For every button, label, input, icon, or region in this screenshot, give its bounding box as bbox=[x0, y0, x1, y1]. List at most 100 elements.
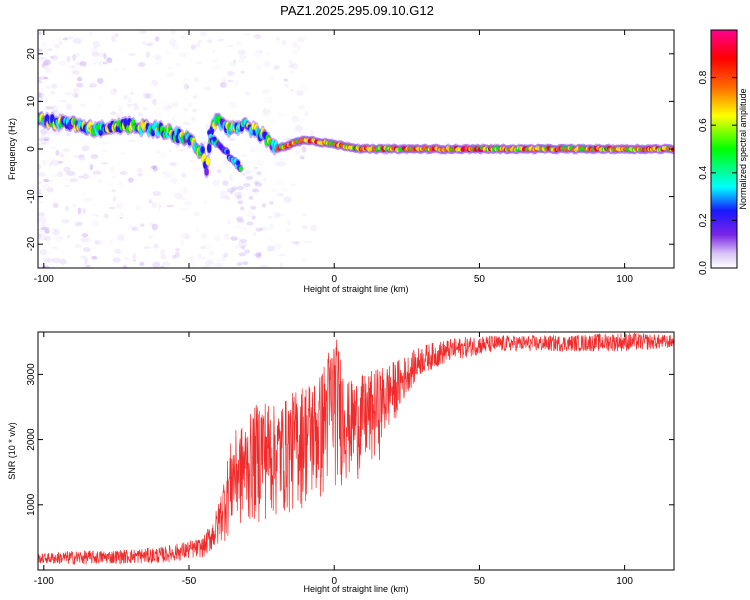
spectrogram-x-tick-label: 0 bbox=[331, 274, 337, 285]
spectrogram-noise-cell bbox=[245, 211, 253, 218]
spectrogram-noise-cell bbox=[200, 141, 208, 145]
spectrogram-noise-cell bbox=[238, 58, 245, 64]
spectrogram-noise-cell bbox=[74, 244, 82, 249]
spectrogram-noise-cell bbox=[226, 44, 234, 48]
spectrogram-noise-cell bbox=[228, 138, 236, 141]
spectrogram-noise-cell bbox=[105, 183, 115, 186]
spectrogram-noise-cell bbox=[222, 180, 229, 187]
spectrogram-noise-cell bbox=[226, 187, 236, 193]
spectrogram-noise-cell bbox=[79, 255, 87, 259]
colorbar-tick-label: 0.0 bbox=[698, 261, 709, 275]
spectrogram-x-axis-label: Height of straight line (km) bbox=[303, 284, 408, 294]
spectrogram-noise-cell bbox=[119, 152, 127, 155]
spectrogram-noise-cell bbox=[217, 38, 225, 42]
spectrogram-noise-cell bbox=[69, 178, 78, 183]
spectrogram-noise-cell bbox=[265, 51, 271, 56]
spectrogram-noise-cell bbox=[264, 96, 273, 103]
spectrogram-noise-cell bbox=[202, 265, 210, 268]
spectrogram-noise-cell bbox=[292, 41, 298, 48]
spectrogram-noise-cell bbox=[47, 242, 51, 245]
spectrogram-noise-cell bbox=[261, 203, 266, 208]
spectrogram-noise-cell bbox=[77, 221, 84, 226]
spectrogram-noise-cell bbox=[228, 190, 234, 194]
spectrogram-noise-cell bbox=[255, 254, 262, 259]
spectrogram-noise-cell bbox=[43, 235, 52, 242]
spectrogram-noise-cell bbox=[302, 225, 308, 229]
spectrogram-noise-cell bbox=[38, 80, 44, 86]
spectrogram-noise-cell bbox=[166, 67, 175, 70]
snr-y-tick-label: 3000 bbox=[26, 363, 37, 386]
spectrogram-noise-cell bbox=[154, 36, 160, 42]
spectrogram-noise-cell bbox=[41, 141, 47, 145]
spectrogram-noise-cell bbox=[50, 159, 60, 166]
snr-y-ticks: 1000 2000 3000 bbox=[26, 363, 674, 516]
spectrogram-noise-cell bbox=[199, 31, 207, 37]
spectrogram-noise-cell bbox=[190, 116, 196, 121]
spectrogram-noise-cell bbox=[95, 103, 102, 108]
spectrogram-noise-cell bbox=[261, 108, 267, 116]
spectrogram-noise-cell bbox=[224, 233, 230, 240]
spectrogram-ridge-cell bbox=[88, 121, 93, 129]
spectrogram-noise-cell bbox=[46, 187, 54, 193]
spectrogram-noise-cell bbox=[51, 227, 57, 234]
spectrogram-noise-cell bbox=[236, 218, 245, 223]
spectrogram-noise-cell bbox=[186, 85, 190, 88]
spectrogram-noise-cell bbox=[254, 182, 263, 187]
spectrogram-noise-cell bbox=[41, 132, 46, 140]
spectrogram-noise-cell bbox=[72, 87, 80, 94]
spectrogram-noise-cell bbox=[38, 181, 43, 185]
spectrogram-noise-cell bbox=[229, 62, 237, 67]
spectrogram-noise-cell bbox=[183, 78, 188, 82]
spectrogram-noise-cell bbox=[244, 249, 250, 254]
spectrogram-noise-cell bbox=[161, 99, 168, 104]
spectrogram-noise-cell bbox=[151, 223, 159, 231]
spectrogram-noise-cell bbox=[168, 148, 172, 153]
spectrogram-noise-cell bbox=[238, 252, 247, 257]
spectrogram-noise-cell bbox=[180, 233, 190, 240]
spectrogram-noise-cell bbox=[63, 166, 71, 173]
spectrogram-noise-cell bbox=[90, 121, 98, 124]
spectrogram-noise-cell bbox=[55, 235, 64, 242]
spectrogram-noise-cell bbox=[89, 85, 94, 88]
spectrogram-noise-cell bbox=[198, 256, 207, 260]
spectrogram-noise-cell bbox=[57, 60, 67, 66]
spectrogram-noise-cell bbox=[288, 64, 295, 68]
spectrogram-noise-cell bbox=[143, 93, 151, 99]
spectrogram-noise-cell bbox=[50, 203, 58, 209]
spectrogram-noise-cell bbox=[101, 149, 108, 153]
spectrogram-noise-cell bbox=[103, 213, 110, 219]
spectrogram-noise-cell bbox=[212, 179, 221, 186]
spectrogram-noise-cell bbox=[123, 94, 128, 100]
spectrogram-noise-cell bbox=[270, 77, 275, 81]
spectrogram-noise-cell bbox=[256, 171, 262, 176]
spectrogram-noise-cell bbox=[266, 245, 276, 252]
spectrogram-noise-cell bbox=[252, 231, 257, 237]
spectrogram-noise-cell bbox=[172, 102, 179, 108]
spectrogram-noise-cell bbox=[267, 215, 273, 219]
spectrogram-noise-cell bbox=[216, 258, 223, 263]
spectrogram-noise-cell bbox=[116, 234, 125, 241]
spectrogram-noise-cell bbox=[152, 164, 158, 172]
spectrogram-noise-cell bbox=[160, 254, 167, 260]
spectrogram-noise-cell bbox=[299, 156, 305, 160]
colorbar-label: Normalized spectral amplitude bbox=[738, 88, 748, 209]
spectrogram-noise-cell bbox=[189, 256, 197, 262]
spectrogram-noise-cell bbox=[170, 30, 176, 36]
spectrogram-noise-cell bbox=[128, 177, 134, 183]
spectrogram-noise-cell bbox=[242, 161, 247, 169]
spectrogram-noise-cell bbox=[245, 261, 249, 266]
spectrogram-noise-cell bbox=[233, 244, 242, 249]
spectrogram-noise-cell bbox=[72, 37, 82, 44]
spectrogram-noise-cell bbox=[76, 61, 85, 66]
spectrogram-noise-cell bbox=[70, 64, 77, 69]
spectrogram-noise-cell bbox=[129, 92, 134, 95]
spectrogram-noise-cell bbox=[283, 137, 292, 142]
spectrogram-noise-cell bbox=[182, 186, 188, 194]
spectrogram-noise-cell bbox=[122, 264, 128, 268]
spectrogram-x-tick-label: 50 bbox=[474, 274, 486, 285]
spectrogram-noise-cell bbox=[119, 216, 123, 219]
spectrogram-noise-cell bbox=[62, 37, 68, 41]
spectrogram-noise-cell bbox=[112, 257, 121, 263]
spectrogram-ridge-cell bbox=[204, 167, 209, 176]
